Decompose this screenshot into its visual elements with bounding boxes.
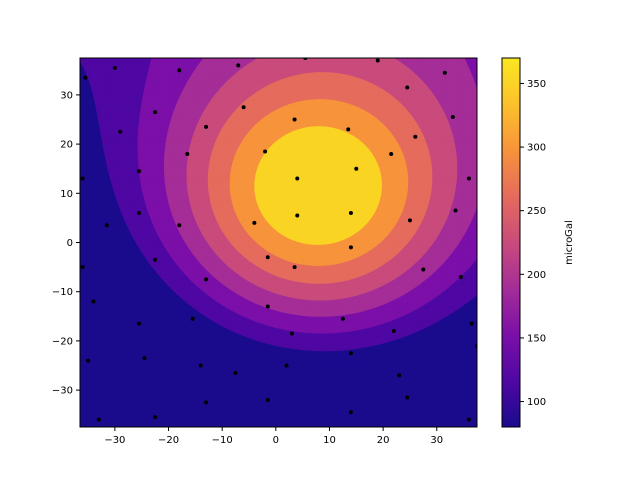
x-tick-label: 0 — [273, 435, 279, 446]
data-point — [391, 329, 396, 334]
data-point — [91, 299, 96, 304]
data-point — [405, 395, 410, 400]
data-point — [265, 397, 270, 402]
data-point — [83, 75, 88, 80]
colorbar-tick-label: 250 — [527, 206, 546, 217]
data-point — [397, 373, 402, 378]
data-point — [137, 169, 142, 174]
data-point — [292, 117, 297, 122]
colorbar: 100 150 200 250 300 350 microGal — [501, 57, 575, 428]
data-point — [407, 218, 412, 223]
data-point — [198, 363, 203, 368]
data-point — [458, 274, 463, 279]
data-point — [80, 176, 85, 181]
data-point — [284, 363, 289, 368]
data-point — [241, 105, 246, 110]
x-tick-label: −30 — [104, 435, 125, 446]
data-point — [466, 176, 471, 181]
contour-band-8 — [254, 126, 382, 245]
colorbar-gradient — [501, 57, 521, 428]
data-point — [295, 176, 300, 181]
data-point — [252, 220, 257, 225]
colorbar-ticks: 100 150 200 250 300 350 — [520, 79, 546, 408]
data-point — [295, 213, 300, 218]
data-point — [348, 351, 353, 356]
colorbar-tick-label: 350 — [527, 79, 546, 90]
contour-bands — [80, 58, 477, 427]
data-point — [153, 415, 158, 420]
data-point — [177, 68, 182, 73]
data-point — [263, 149, 268, 154]
data-point — [265, 255, 270, 260]
colorbar-tick-label: 300 — [527, 143, 546, 154]
colorbar-tick-label: 100 — [527, 397, 546, 408]
colorbar-tick-label: 150 — [527, 333, 546, 344]
data-point — [442, 70, 447, 75]
x-tick-label: 30 — [430, 435, 443, 446]
data-point — [453, 208, 458, 213]
y-tick-label: −20 — [52, 336, 73, 347]
data-point — [185, 151, 190, 156]
data-point — [405, 85, 410, 90]
data-point — [204, 400, 209, 405]
data-point — [142, 356, 147, 361]
data-point — [137, 210, 142, 215]
y-tick-label: 0 — [67, 238, 73, 249]
x-tick-label: −20 — [158, 435, 179, 446]
data-point — [292, 265, 297, 270]
y-tick-label: 30 — [60, 90, 73, 101]
data-point — [375, 58, 380, 63]
data-points — [80, 58, 477, 422]
data-point — [137, 321, 142, 326]
data-point — [466, 417, 471, 422]
data-point — [354, 166, 359, 171]
data-point — [450, 115, 455, 120]
x-tick-label: −10 — [212, 435, 233, 446]
data-point — [80, 265, 85, 270]
data-point — [413, 134, 418, 139]
x-axis-ticks: −30 −20 −10 0 10 20 30 — [104, 427, 443, 446]
data-point — [190, 316, 195, 321]
data-point — [289, 331, 294, 336]
data-point — [153, 257, 158, 262]
y-axis-ticks: −30 −20 −10 0 10 20 30 — [52, 90, 80, 397]
data-point — [204, 124, 209, 129]
data-point — [112, 65, 117, 70]
data-point — [233, 370, 238, 375]
data-point — [348, 210, 353, 215]
data-point — [346, 127, 351, 132]
data-point — [118, 129, 123, 134]
y-tick-label: 10 — [60, 189, 73, 200]
data-point — [236, 63, 241, 68]
data-point — [265, 304, 270, 309]
data-point — [86, 358, 91, 363]
data-point — [348, 410, 353, 415]
colorbar-tick-label: 200 — [527, 270, 546, 281]
data-point — [421, 267, 426, 272]
data-point — [104, 223, 109, 228]
data-point — [340, 316, 345, 321]
x-tick-label: 20 — [377, 435, 390, 446]
y-tick-label: −30 — [52, 386, 73, 397]
x-tick-label: 10 — [323, 435, 336, 446]
colorbar-label: microGal — [564, 220, 575, 265]
data-point — [153, 110, 158, 115]
y-tick-label: 20 — [60, 140, 73, 151]
data-point — [177, 223, 182, 228]
data-point — [469, 321, 474, 326]
data-point — [96, 417, 101, 422]
data-point — [389, 151, 394, 156]
y-tick-label: −10 — [52, 287, 73, 298]
data-point — [348, 245, 353, 250]
data-point — [204, 277, 209, 282]
